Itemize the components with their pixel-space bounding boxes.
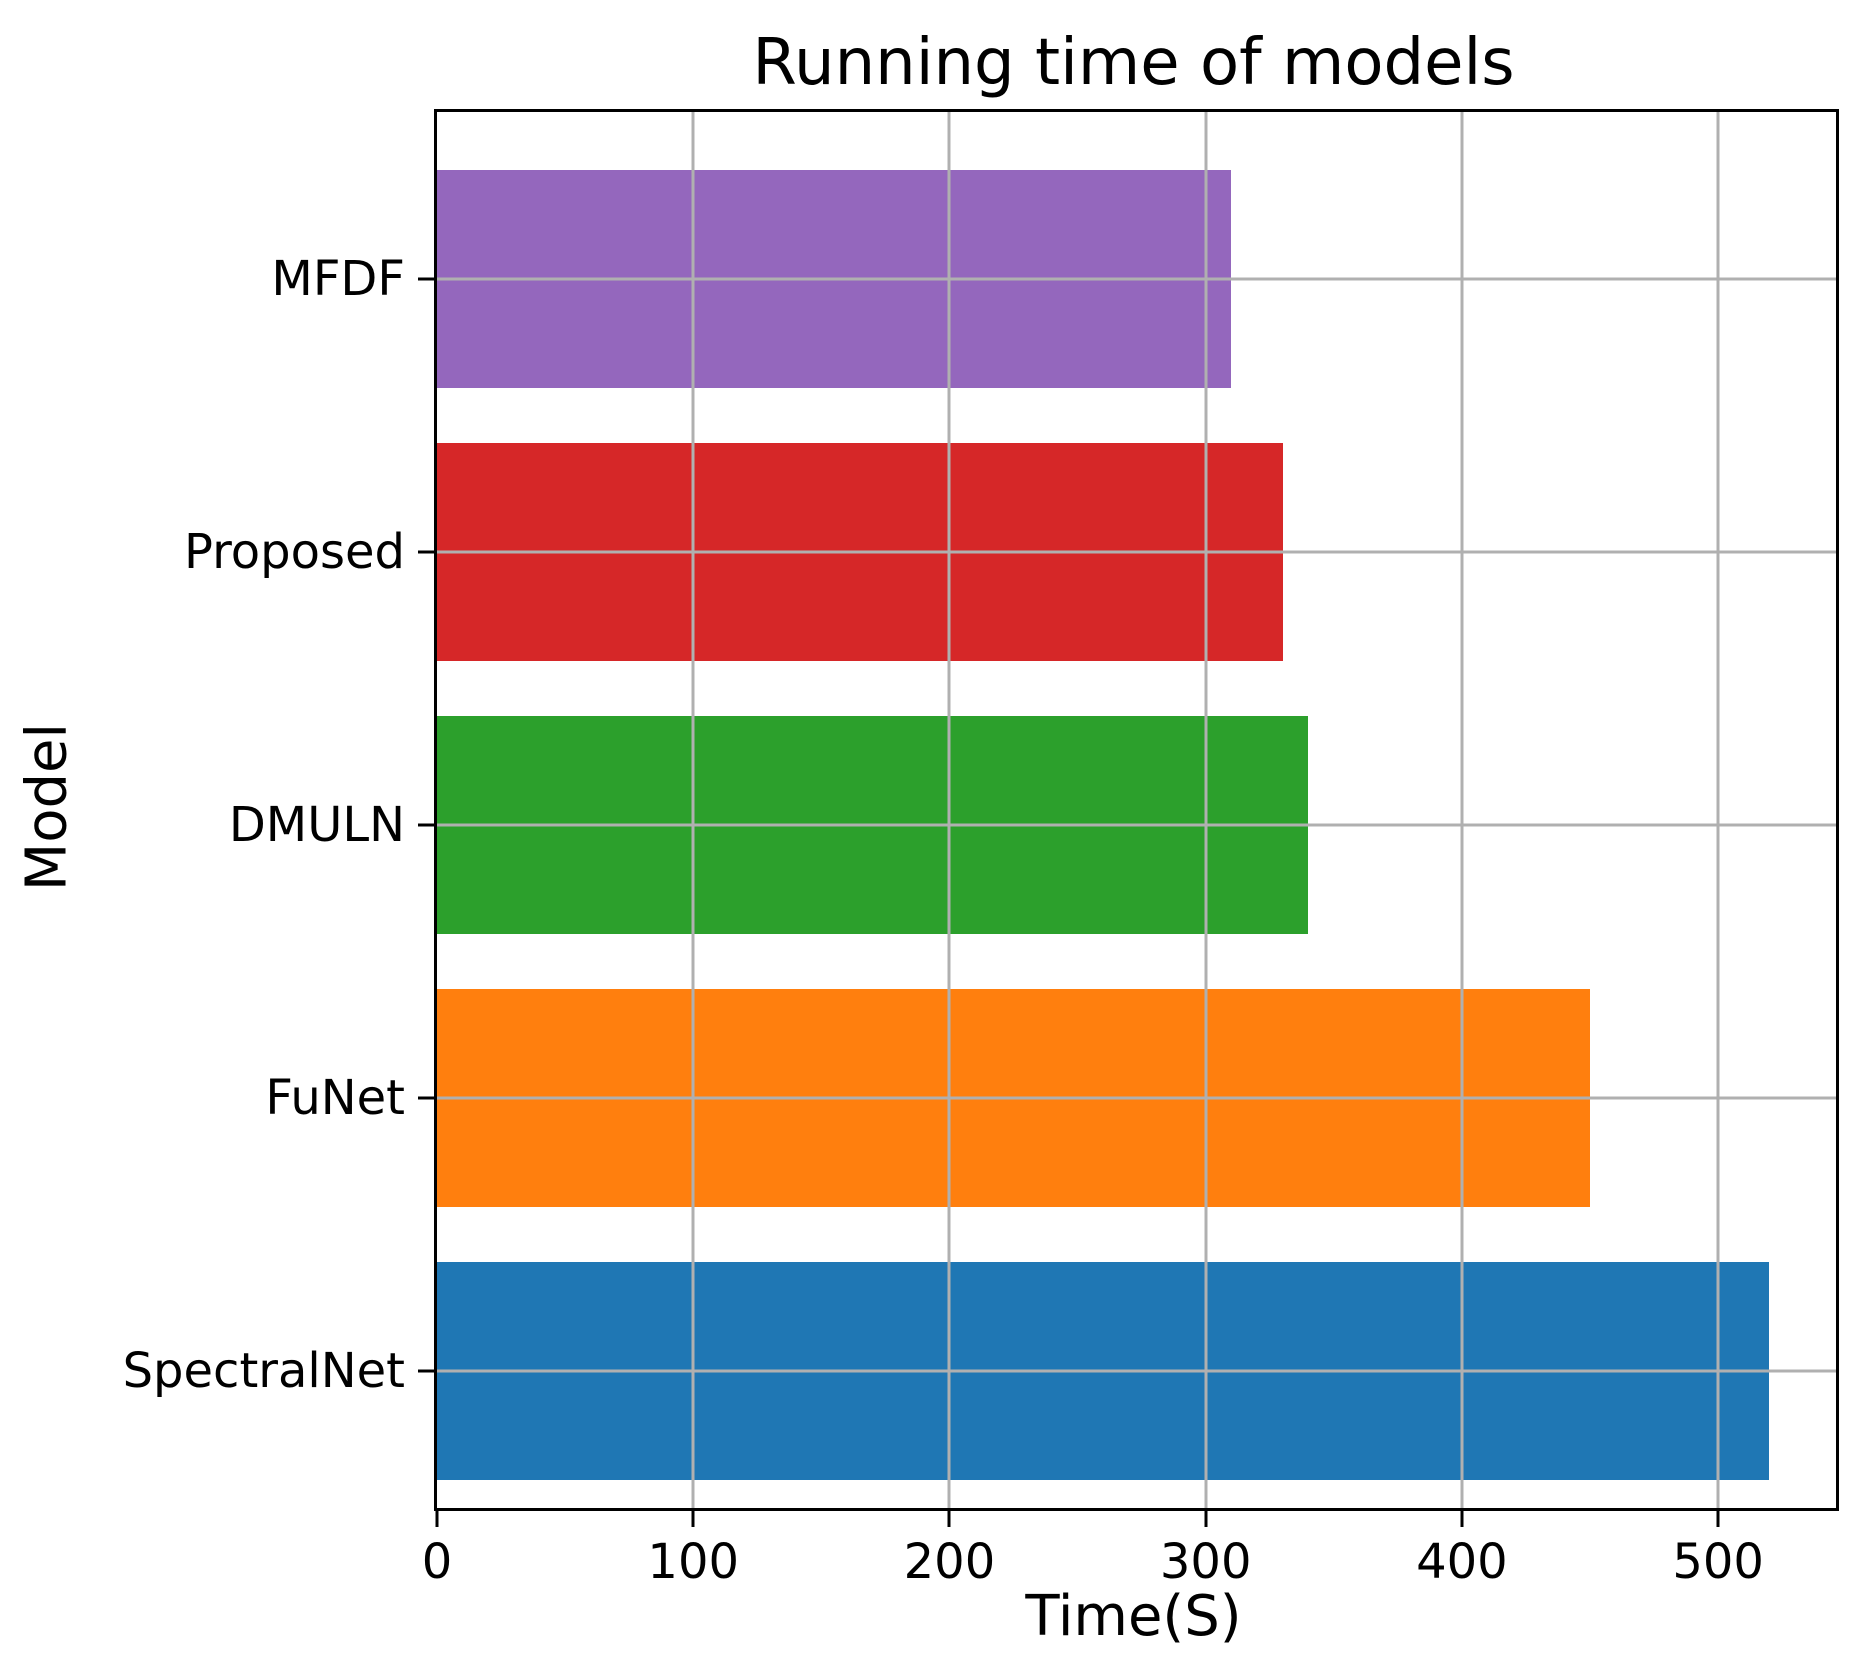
y-tick-label-spectralnet: SpectralNet xyxy=(122,1342,405,1399)
x-gridline xyxy=(947,112,951,1508)
y-tick-label-mfdf: MFDF xyxy=(271,250,405,307)
x-tick-label: 200 xyxy=(903,1534,996,1590)
x-tick-mark xyxy=(435,1511,439,1527)
x-tick-label: 500 xyxy=(1672,1534,1764,1590)
x-tick-label: 0 xyxy=(421,1534,453,1590)
y-tick-label-dmuln: DMULN xyxy=(228,796,405,853)
y-gridline xyxy=(437,277,1836,281)
x-tick-label: 100 xyxy=(647,1534,740,1590)
y-tick-mark xyxy=(418,550,434,554)
y-tick-label-funet: FuNet xyxy=(265,1069,405,1126)
x-gridline xyxy=(1460,112,1464,1508)
x-tick-mark xyxy=(691,1511,695,1527)
y-tick-mark xyxy=(418,1096,434,1100)
x-tick-label: 400 xyxy=(1416,1534,1508,1590)
x-gridline xyxy=(1204,112,1208,1508)
x-gridline xyxy=(691,112,695,1508)
y-axis-label: Model xyxy=(14,722,80,892)
y-gridline xyxy=(437,550,1836,554)
x-tick-mark xyxy=(947,1511,951,1527)
x-tick-mark xyxy=(1716,1511,1720,1527)
x-tick-mark xyxy=(1460,1511,1464,1527)
y-tick-label-proposed: Proposed xyxy=(184,523,405,580)
y-tick-mark xyxy=(418,1369,434,1373)
x-axis-label: Time(S) xyxy=(1025,1584,1242,1649)
plot-area: 0 100 200 300 400 500 MFDF Proposed DMULN FuNet Sp… xyxy=(123,109,1839,1590)
y-tick-mark xyxy=(418,823,434,827)
y-gridline xyxy=(437,823,1836,827)
y-gridline xyxy=(437,1096,1836,1100)
y-gridline xyxy=(437,1369,1836,1373)
x-gridline xyxy=(1716,112,1720,1508)
chart-title: Running time of models xyxy=(752,26,1515,100)
x-tick-mark xyxy=(1204,1511,1208,1527)
x-tick-label: 300 xyxy=(1159,1534,1252,1590)
y-tick-mark xyxy=(418,277,434,281)
